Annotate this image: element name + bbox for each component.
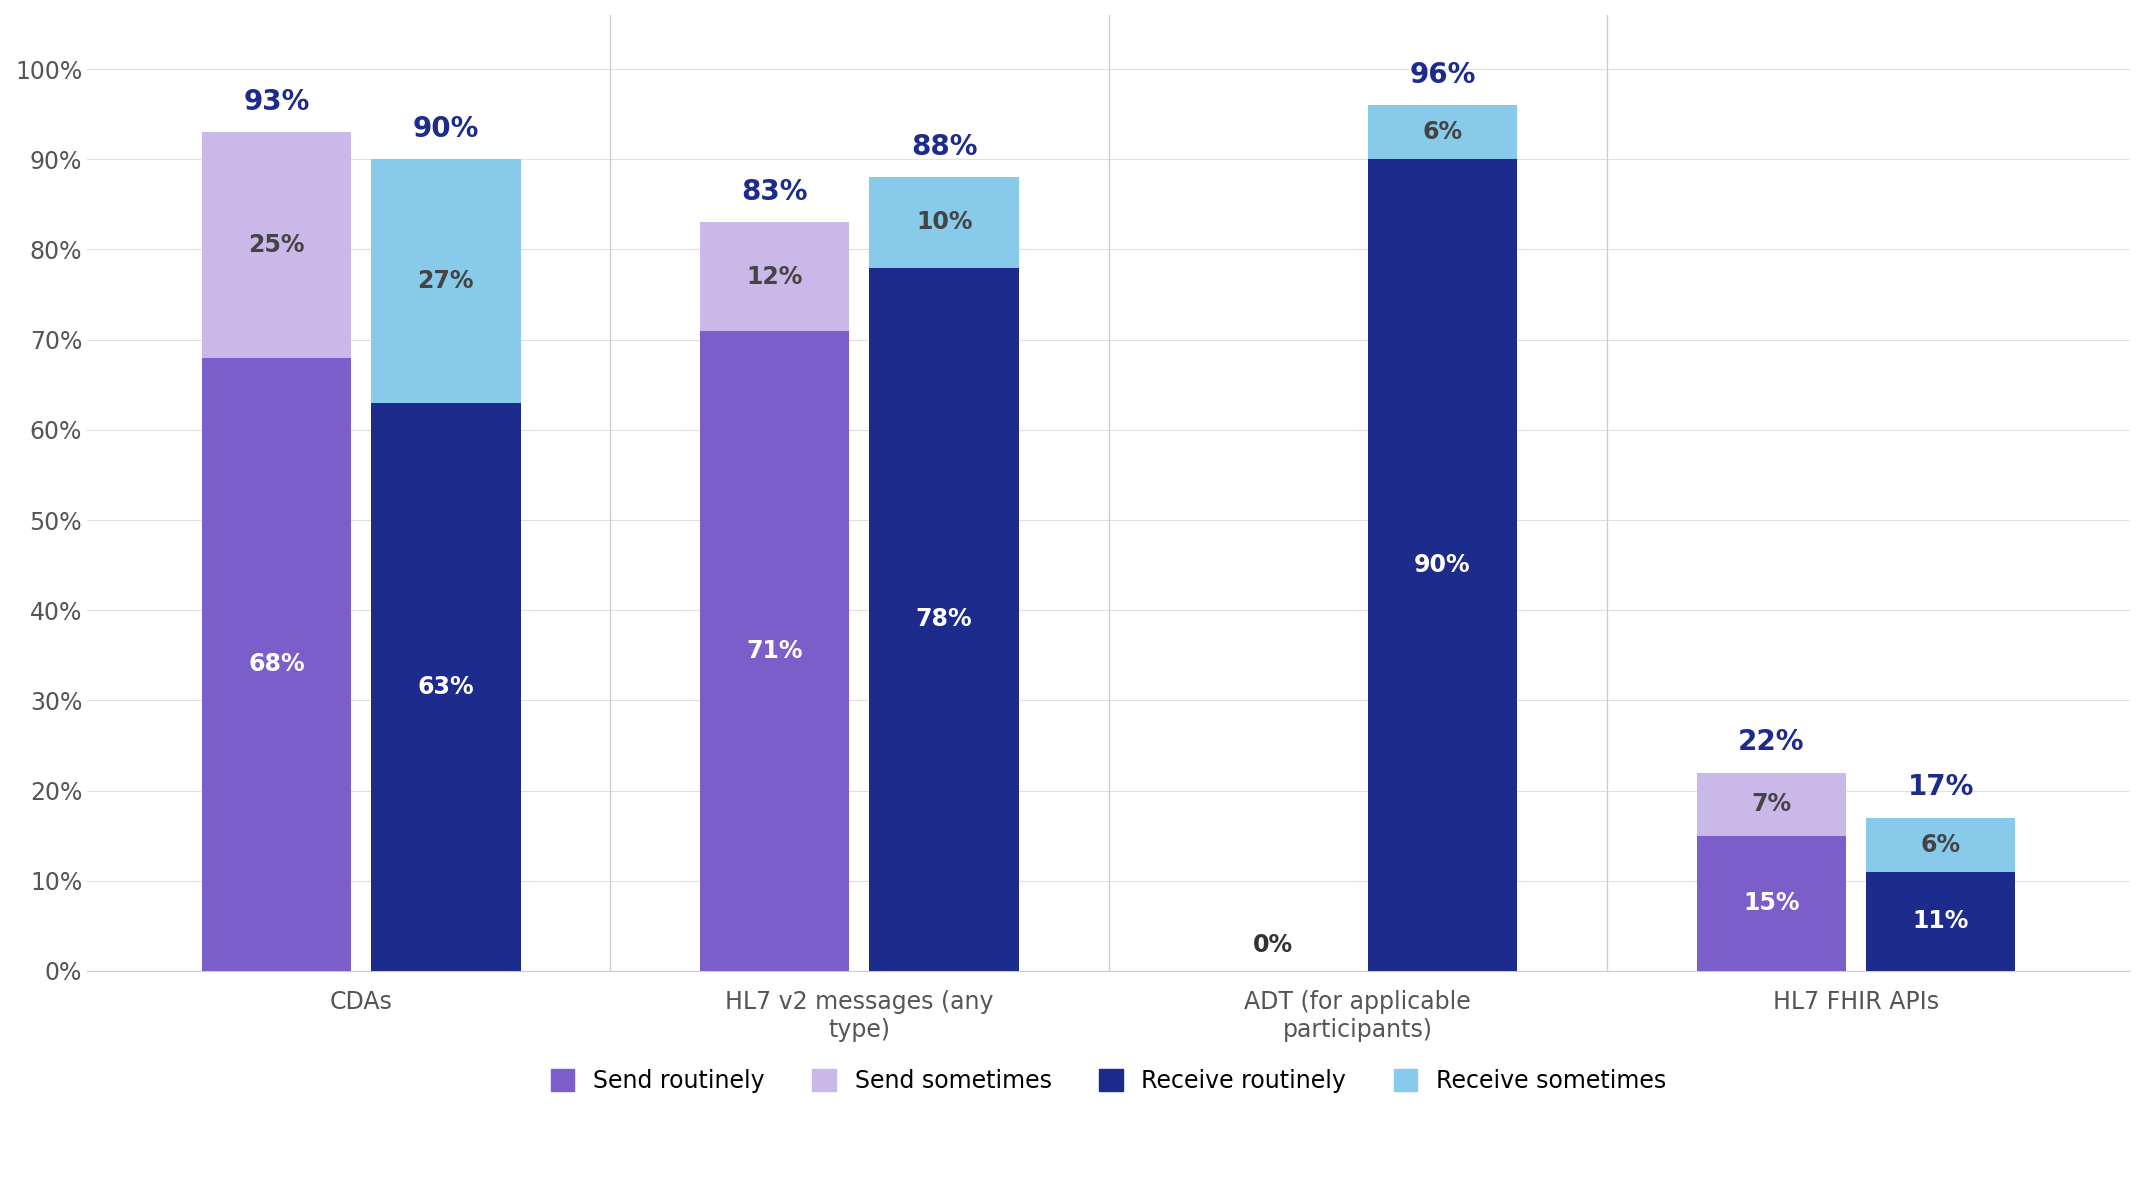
Text: 25%: 25% — [249, 233, 305, 257]
Text: 12%: 12% — [746, 264, 802, 288]
Text: 68%: 68% — [249, 652, 305, 676]
Text: 83%: 83% — [742, 178, 809, 206]
Text: 90%: 90% — [1414, 553, 1471, 578]
Bar — [371, 159, 521, 403]
Text: 88%: 88% — [912, 133, 978, 161]
Bar — [1866, 872, 2016, 971]
Bar — [1697, 836, 1847, 971]
Bar — [202, 358, 352, 971]
Text: 96%: 96% — [1409, 61, 1476, 89]
Text: 6%: 6% — [1920, 832, 1961, 856]
Bar — [869, 268, 1019, 971]
Bar — [1866, 818, 2016, 872]
Text: 78%: 78% — [916, 608, 972, 631]
Text: 6%: 6% — [1422, 121, 1463, 145]
Bar — [869, 177, 1019, 268]
Text: 22%: 22% — [1737, 728, 1804, 756]
Text: 17%: 17% — [1907, 774, 1973, 801]
Legend: Send routinely, Send sometimes, Receive routinely, Receive sometimes: Send routinely, Send sometimes, Receive … — [541, 1060, 1675, 1103]
Text: 10%: 10% — [916, 210, 972, 234]
Bar — [1369, 105, 1517, 159]
Text: 90%: 90% — [412, 115, 478, 144]
Bar — [1697, 773, 1847, 836]
Bar — [699, 222, 849, 330]
Bar — [1369, 159, 1517, 971]
Bar — [699, 330, 849, 971]
Text: 93%: 93% — [242, 89, 309, 116]
Text: 27%: 27% — [418, 269, 474, 293]
Text: 11%: 11% — [1913, 909, 1969, 933]
Bar — [202, 133, 352, 358]
Text: 7%: 7% — [1750, 792, 1791, 816]
Text: 71%: 71% — [746, 639, 802, 663]
Bar — [371, 403, 521, 971]
Text: 63%: 63% — [418, 675, 474, 698]
Text: 15%: 15% — [1744, 891, 1800, 915]
Text: 0%: 0% — [1253, 933, 1293, 958]
